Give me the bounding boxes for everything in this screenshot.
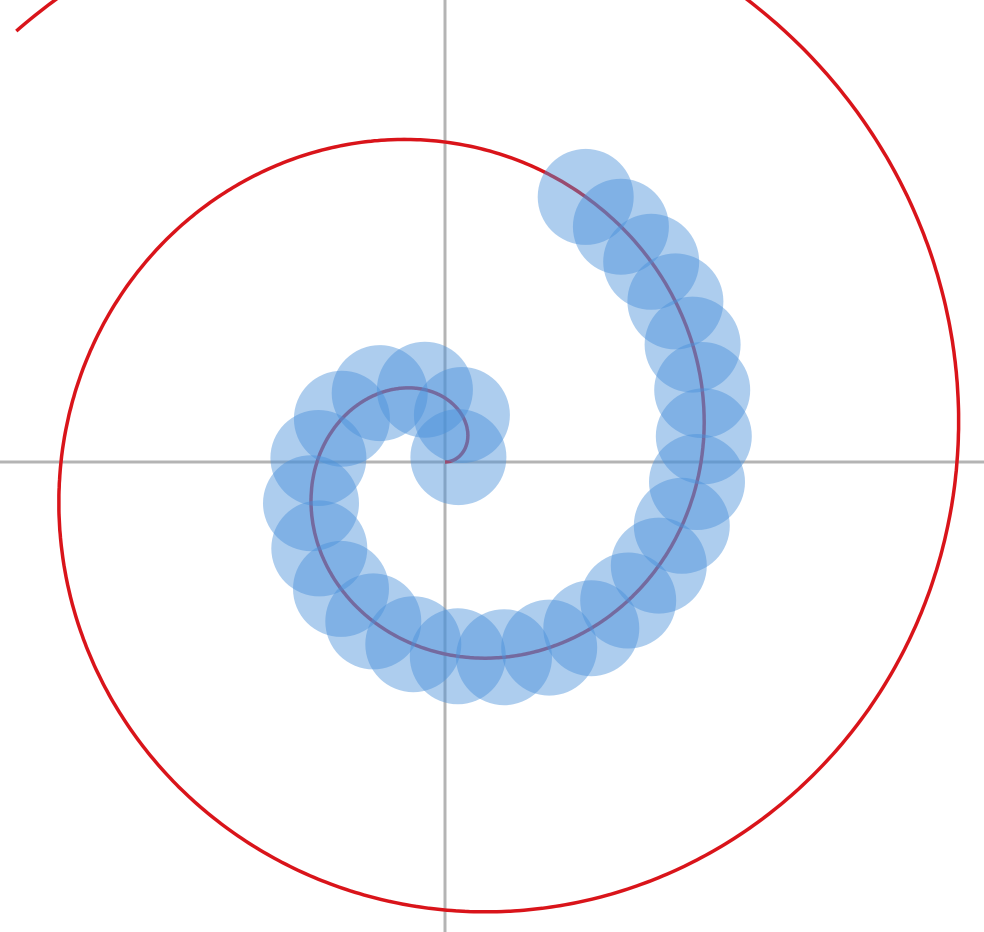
trail-circle <box>610 517 707 614</box>
trail-circle <box>409 608 506 705</box>
trail-circle <box>572 178 669 275</box>
trail-circle <box>325 573 422 670</box>
trail-circle <box>293 370 390 467</box>
trail-circle <box>331 345 428 442</box>
trail-circle <box>501 599 598 696</box>
trail-circle <box>270 410 367 506</box>
trail-circle <box>410 409 507 506</box>
trail-circle <box>263 455 359 552</box>
trail-circle <box>271 500 368 597</box>
trail-circle <box>655 388 752 485</box>
trail-circle <box>654 342 751 438</box>
trail-circle <box>627 253 724 350</box>
trail-circle <box>603 213 700 310</box>
trail-circle <box>537 148 634 245</box>
trail-circle <box>649 434 745 530</box>
spiral-curve <box>15 0 961 914</box>
trail-circle <box>580 552 677 649</box>
trail-circle <box>376 341 473 438</box>
circle-trail <box>263 148 752 706</box>
trail-circle <box>413 367 510 463</box>
trail-circle <box>293 540 389 637</box>
trail-circle <box>456 609 552 706</box>
trail-circle <box>644 296 741 393</box>
trail-circle <box>543 580 640 677</box>
trail-circle <box>633 477 730 574</box>
trail-circle <box>365 596 462 693</box>
